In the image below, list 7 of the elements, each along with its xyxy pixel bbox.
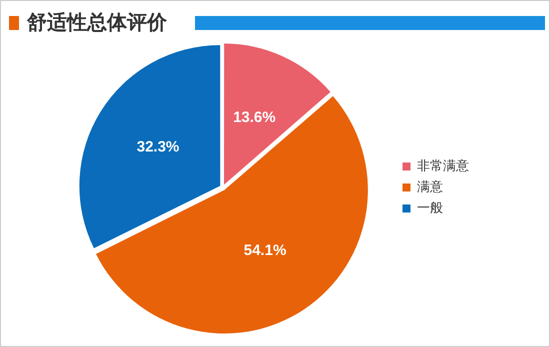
legend-label: 满意: [417, 180, 443, 195]
legend-label: 非常满意: [417, 158, 469, 174]
data-label: 13.6%: [233, 109, 276, 126]
data-label: 54.1%: [244, 242, 286, 260]
data-label: 32.3%: [136, 138, 180, 156]
legend-label: 一般: [417, 200, 443, 216]
chart-title: 舒适性总体评价: [27, 9, 167, 36]
